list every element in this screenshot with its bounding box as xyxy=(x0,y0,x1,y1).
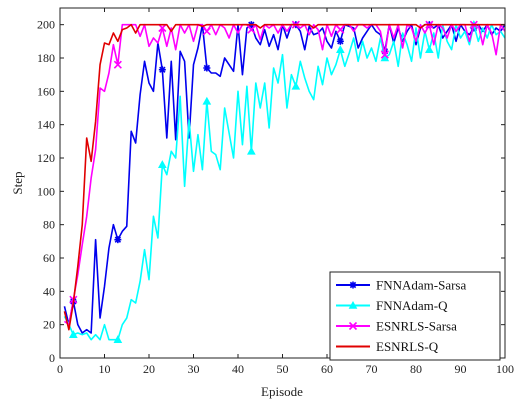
series-line xyxy=(63,23,506,341)
series-layer xyxy=(63,20,506,343)
series-marker xyxy=(380,53,390,62)
plot-frame xyxy=(59,7,506,359)
x-tick-label: 90 xyxy=(455,362,467,376)
x-tick-label: 100 xyxy=(496,362,514,376)
legend-label: ESNRLS-Sarsa xyxy=(376,319,457,334)
series-marker xyxy=(336,45,345,53)
legend-item: ESNRLS-Sarsa xyxy=(336,319,457,334)
y-tick-label: 0 xyxy=(49,351,55,365)
y-axis-label: Step xyxy=(10,171,25,194)
y-tick-label: 200 xyxy=(37,18,55,32)
y-tick-label: 140 xyxy=(37,118,55,132)
legend-item: ESNRLS-Q xyxy=(336,339,439,354)
legend-marker xyxy=(348,300,358,309)
series-esnrls-q xyxy=(63,23,505,331)
legend-marker xyxy=(348,321,358,331)
x-tick-label: 10 xyxy=(99,362,111,376)
series-marker xyxy=(203,64,211,72)
legend-item: FNNAdam-Sarsa xyxy=(336,278,466,293)
series-marker xyxy=(336,37,344,45)
x-tick-label: 30 xyxy=(188,362,200,376)
series-marker xyxy=(113,60,122,69)
x-tick-label: 70 xyxy=(366,362,378,376)
x-tick-label: 0 xyxy=(57,362,63,376)
y-tick-label: 180 xyxy=(37,51,55,65)
series-marker xyxy=(291,81,301,90)
series-marker xyxy=(247,25,256,34)
y-tick-label: 60 xyxy=(43,251,55,265)
x-tick-label: 60 xyxy=(321,362,333,376)
x-tick-label: 20 xyxy=(143,362,155,376)
series-marker xyxy=(114,236,122,244)
x-axis-label: Episode xyxy=(261,384,303,399)
legend-label: FNNAdam-Q xyxy=(376,298,448,313)
legend: FNNAdam-Sarsa FNNAdam-Q ESNRLS-Sarsa ESNRLS… xyxy=(329,271,501,361)
y-tick-label: 80 xyxy=(43,218,55,232)
series-marker xyxy=(158,160,167,168)
series-line xyxy=(63,23,505,331)
series-marker xyxy=(158,66,166,74)
y-tick-label: 120 xyxy=(37,151,55,165)
series-marker xyxy=(380,50,389,59)
y-tick-label: 100 xyxy=(37,184,55,198)
legend-marker xyxy=(349,281,357,289)
series-marker xyxy=(202,96,212,105)
legend-box xyxy=(329,271,501,361)
series-marker xyxy=(113,335,123,343)
series-marker xyxy=(69,330,78,338)
series-marker xyxy=(425,45,434,53)
series-marker xyxy=(202,27,211,36)
y-tick-label: 40 xyxy=(43,284,55,298)
x-tick-label: 50 xyxy=(277,362,289,376)
y-tick-label: 20 xyxy=(43,318,55,332)
y-tick-label: 160 xyxy=(37,84,55,98)
series-marker xyxy=(158,23,167,33)
x-tick-label: 80 xyxy=(410,362,422,376)
legend-label: FNNAdam-Sarsa xyxy=(376,278,466,293)
legend-label: ESNRLS-Q xyxy=(376,339,439,354)
x-tick-label: 40 xyxy=(232,362,244,376)
legend-item: FNNAdam-Q xyxy=(336,298,448,313)
series-marker xyxy=(247,146,256,155)
series-fnnadam-q xyxy=(63,20,506,343)
series-marker xyxy=(336,25,345,34)
